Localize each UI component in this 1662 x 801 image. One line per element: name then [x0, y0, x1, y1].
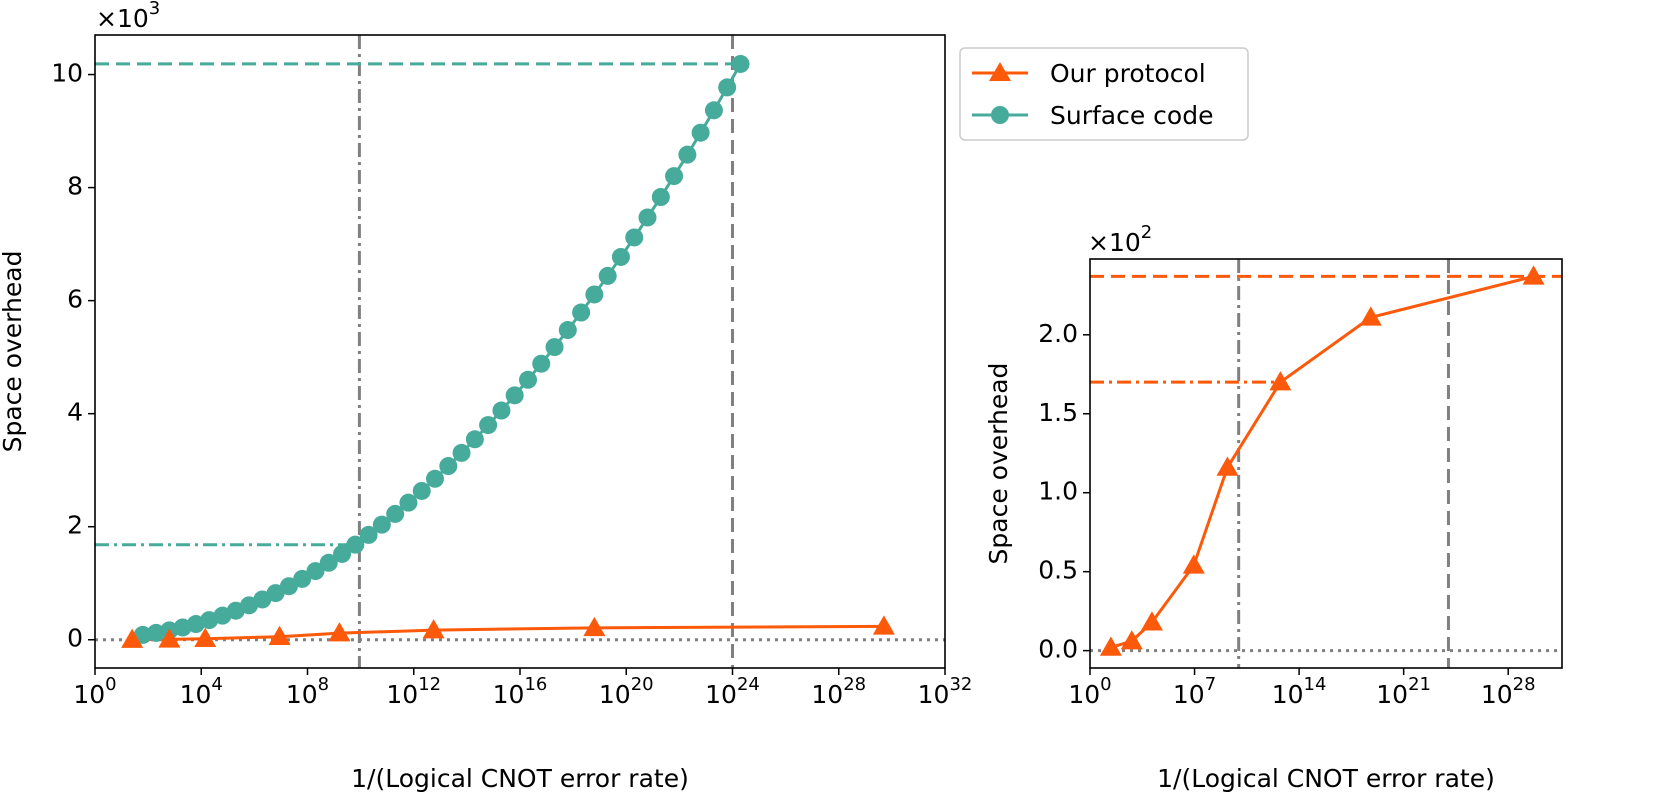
marker: [399, 493, 418, 512]
marker: [133, 625, 152, 644]
marker: [1216, 456, 1239, 476]
marker: [731, 54, 750, 73]
marker: [268, 625, 291, 645]
axes-frame: [94, 34, 946, 669]
y-multiplier: ×102: [1088, 222, 1152, 257]
marker: [505, 386, 524, 405]
y-tick-label: 0.5: [1038, 556, 1078, 585]
marker: [1140, 611, 1163, 631]
x-tick-label: 1020: [599, 674, 654, 709]
legend-box: [959, 47, 1249, 141]
marker: [422, 619, 445, 639]
legend-marker: [989, 62, 1011, 81]
x-tick-label: 1016: [493, 674, 548, 709]
marker: [293, 569, 312, 588]
marker: [266, 584, 285, 603]
y-multiplier: ×103: [96, 0, 160, 33]
marker: [872, 615, 895, 635]
y-axis-label: Space overhead: [984, 363, 1013, 565]
marker: [585, 285, 604, 304]
marker: [306, 562, 325, 581]
marker: [704, 101, 723, 120]
marker: [359, 525, 378, 544]
marker: [479, 416, 498, 435]
y-tick-label: 0.0: [1038, 635, 1078, 664]
x-tick-label: 1024: [705, 674, 760, 709]
marker: [558, 321, 577, 340]
marker: [465, 430, 484, 449]
marker: [319, 553, 338, 572]
y-tick-label: 4: [67, 398, 83, 427]
marker: [121, 628, 144, 648]
marker: [1269, 371, 1292, 391]
marker: [583, 616, 606, 637]
marker: [386, 504, 405, 523]
marker: [279, 577, 298, 596]
x-tick-label: 104: [180, 674, 223, 709]
marker: [425, 469, 444, 488]
x-tick-label: 1014: [1272, 674, 1327, 709]
marker: [1182, 554, 1205, 574]
series-line: [142, 63, 742, 637]
marker: [665, 167, 684, 186]
series-line: [132, 624, 884, 642]
x-axis-label: 1/(Logical CNOT error rate): [1157, 764, 1495, 793]
marker: [1120, 630, 1143, 650]
marker: [678, 145, 697, 164]
marker: [194, 627, 217, 647]
x-tick-label: 1032: [918, 674, 973, 709]
marker: [545, 338, 564, 357]
y-tick-label: 2.0: [1038, 319, 1078, 348]
marker: [718, 78, 737, 97]
marker: [598, 266, 617, 285]
y-tick-label: 6: [67, 285, 83, 314]
y-tick-label: 10: [51, 59, 83, 88]
marker: [1522, 265, 1545, 285]
series-line: [1110, 274, 1534, 649]
marker: [611, 247, 630, 266]
marker: [651, 188, 670, 207]
y-tick-label: 1.5: [1038, 398, 1078, 427]
marker: [412, 481, 431, 500]
marker: [492, 401, 511, 420]
x-tick-label: 100: [1068, 674, 1111, 709]
marker: [518, 370, 537, 389]
marker: [346, 535, 365, 554]
marker: [625, 228, 644, 247]
marker: [439, 457, 458, 476]
marker: [532, 354, 551, 373]
marker: [452, 443, 471, 462]
marker: [1099, 636, 1122, 656]
legend-label: Our protocol: [1050, 59, 1206, 88]
x-tick-label: 107: [1173, 674, 1216, 709]
x-tick-label: 100: [73, 674, 116, 709]
marker: [372, 515, 391, 534]
marker: [333, 544, 352, 563]
x-tick-label: 1012: [386, 674, 441, 709]
x-tick-label: 108: [286, 674, 329, 709]
y-tick-label: 1.0: [1038, 477, 1078, 506]
x-tick-label: 1028: [1481, 674, 1536, 709]
y-tick-label: 8: [67, 172, 83, 201]
marker: [638, 208, 657, 227]
marker: [572, 303, 591, 322]
axes-frame: [1089, 258, 1563, 669]
x-axis-label: 1/(Logical CNOT error rate): [351, 764, 689, 793]
x-tick-label: 1021: [1376, 674, 1431, 709]
marker: [158, 628, 181, 648]
marker: [691, 123, 710, 142]
x-tick-label: 1028: [811, 674, 866, 709]
marker: [328, 622, 351, 642]
legend-label: Surface code: [1050, 101, 1213, 130]
legend-marker: [991, 106, 1009, 124]
y-tick-label: 2: [67, 511, 83, 540]
y-tick-label: 0: [67, 624, 83, 653]
marker: [1359, 306, 1382, 326]
y-axis-label: Space overhead: [0, 251, 27, 453]
